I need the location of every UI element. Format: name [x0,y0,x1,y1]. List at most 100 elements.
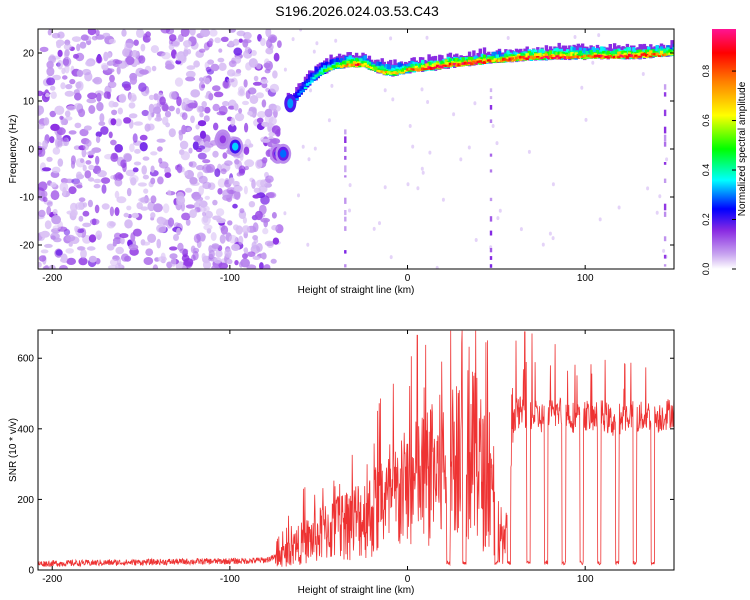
noise-cell [234,159,240,165]
ridge-cell [412,66,416,71]
noise-cell [77,231,83,238]
ridge-cell [395,72,399,75]
noise-cell [62,56,72,67]
noise-cell [81,68,92,76]
noise-cell [199,130,207,139]
noise-cell [122,48,130,57]
noise-cell [142,156,150,161]
ridge-cell [340,62,344,67]
noise-cell [88,255,97,263]
ridge-cell [491,59,495,63]
noise-cell [44,220,52,230]
noise-cell [179,140,189,150]
noise-cell [441,197,445,202]
noise-cell [69,78,76,85]
noise-cell [162,116,169,126]
noise-cell [173,234,179,241]
streak-cell [663,236,667,242]
noise-cell [176,163,183,174]
ridge-cell [548,50,553,58]
noise-cell [260,179,267,188]
ridge-cell [297,93,301,96]
blob-cell [280,149,287,158]
noise-cell [116,66,121,75]
noise-cell [238,235,244,245]
noise-cell [527,149,531,154]
noise-cell [142,174,149,180]
noise-cell [150,212,156,219]
ridge-cell [467,62,472,64]
noise-cell [64,90,75,97]
noise-cell [198,175,208,184]
noise-cell [193,233,201,243]
noise-cell [389,36,393,41]
noise-cell [198,185,204,196]
colorbar-tick-label: 0.4 [701,164,711,177]
noise-cell [170,257,177,267]
ridge-cell [444,61,448,67]
ridge-cell [382,71,386,75]
noise-cell [141,241,151,246]
ridge-cell [423,66,427,70]
ridge-cell [595,54,600,58]
ridge-cell [610,56,615,59]
streak-cell [489,88,493,93]
x-tick-label: 100 [577,574,594,585]
ridge-cell [647,55,651,58]
noise-cell [261,99,267,108]
ridge-cell [531,57,536,60]
noise-cell [113,174,118,181]
noise-cell [231,243,240,251]
ridge-cell [482,61,487,64]
noise-cell [252,194,260,199]
noise-cell [118,93,127,104]
noise-cell [38,261,42,268]
ridge-cell [323,69,327,73]
noise-cell [84,170,92,179]
noise-cell [161,52,171,60]
y-tick-label: 0 [28,566,34,577]
noise-cell [204,195,210,200]
ridge-cell [534,53,538,59]
y-tick-label: 400 [17,424,34,435]
noise-cell [139,142,148,152]
noise-cell [273,52,280,62]
noise-cell [74,122,82,129]
ridge-cell [583,54,587,57]
noise-cell [315,41,319,46]
ridge-cell [295,95,299,100]
ridge-cell [303,87,308,89]
noise-cell [125,56,135,65]
spectrogram-y-ticks: -20 -10 0 10 20 [20,49,674,252]
noise-cell [195,124,200,130]
noise-cell [258,204,267,215]
noise-cell [498,208,502,213]
noise-cell [123,212,130,218]
ridge-cell [657,48,662,57]
ridge-cell [559,53,563,58]
noise-cell [129,143,135,153]
noise-cell [665,157,669,162]
noise-cell [96,101,104,112]
ridge-cell [421,59,425,70]
noise-cell [174,77,184,87]
snr-y-ticks: 0 200 400 600 [17,354,674,577]
colorbar-tick-label: 0.2 [701,213,711,226]
ridge-cell [389,59,393,76]
noise-cell [87,199,93,208]
noise-cell [95,230,103,240]
ridge-cell [521,56,525,59]
noise-cell [183,170,189,176]
noise-cell [202,215,209,223]
noise-cell [204,106,211,114]
noise-cell [228,234,238,244]
noise-cell [265,29,272,38]
ridge-cell [527,55,531,59]
ridge-cell [476,58,480,63]
ridge-cell [448,58,453,67]
noise-cell [46,77,56,86]
noise-cell [222,100,230,107]
spectrogram-y-label: Frequency (Hz) [8,115,19,184]
noise-cell [242,216,247,224]
noise-cell [251,179,256,189]
